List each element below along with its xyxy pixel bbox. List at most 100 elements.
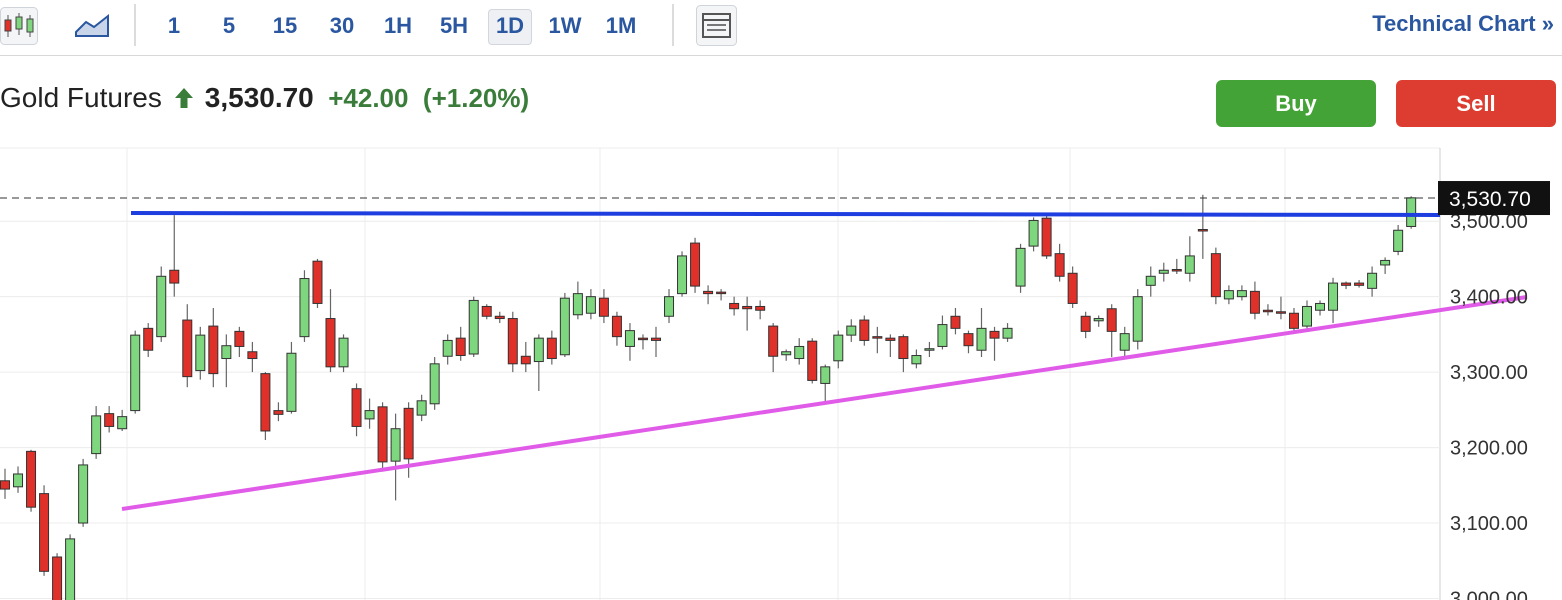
candle-body [104,413,115,427]
y-tick-label: 3,100.00 [1450,513,1528,535]
candle-body [637,337,648,341]
candle-body [781,351,792,356]
candle-body [624,330,635,347]
link-text[interactable]: Technical Chart [1372,11,1536,36]
candle-body [494,315,505,320]
candle-body [1015,247,1026,287]
price: 3,530.70 [204,82,314,113]
candle-body [247,351,258,360]
interval-button[interactable]: 30 [329,13,355,38]
support-line [121,295,1528,511]
candle-body [91,415,102,455]
interval-button[interactable]: 5H [439,13,469,38]
candle-body [794,345,805,360]
y-tick-label: 3,400.00 [1450,287,1528,309]
candle-body [533,337,544,363]
last-price-box [1438,181,1550,216]
technical-chart-link[interactable]: Technical Chart » [1372,11,1554,37]
candle-body [1132,296,1143,342]
interval-button[interactable]: 15 [272,13,298,38]
candle-body [1106,308,1117,332]
candle-body [1184,255,1195,274]
candle-body [1210,253,1221,298]
interval-button[interactable]: 1D [488,9,532,45]
table-icon[interactable] [696,5,738,47]
candle-body [1302,305,1312,327]
candle-body [1093,318,1104,322]
time-grid [126,148,1286,600]
candle-body [807,340,818,381]
candle-body [611,315,622,338]
candle-body [664,296,675,317]
candle-body [716,291,727,295]
candle-body [416,400,427,416]
candle-body [651,337,661,341]
candle-body [325,318,336,368]
interval-button[interactable]: 1 [167,13,181,38]
y-tick-label: 3,200.00 [1450,438,1528,460]
candle-body [963,333,974,347]
candle-body [1354,282,1365,286]
candle-body [143,327,154,351]
candle-body [1380,259,1391,266]
candle-body [364,410,375,420]
candle-body [429,363,440,405]
interval-button[interactable]: 1H [383,13,413,38]
candle-body [1328,282,1339,311]
candle-body [403,407,414,460]
up-arrow [175,88,194,108]
candle-body [924,348,935,351]
candle-body [1393,229,1404,252]
area-icon[interactable] [74,10,112,40]
interval-button[interactable]: 5 [222,13,236,38]
candle-body [820,366,831,384]
link-arrow[interactable]: » [1541,11,1554,36]
candle-body [950,315,961,329]
candle-body [1275,311,1286,314]
candle-body [39,493,50,572]
candle-body [1315,302,1326,311]
y-tick-label: 3,500.00 [1450,211,1528,233]
candle-body [390,428,401,462]
candle-body [195,334,206,372]
interval-button[interactable]: 1M [605,13,637,38]
candle-body [1145,275,1156,286]
candle-body [559,297,570,356]
interval-button[interactable]: 1W [548,13,582,38]
buy-button[interactable]: Buy [1216,80,1376,127]
candle-body [976,327,987,351]
candle-body [585,296,596,314]
change-percent: (+1.20%) [422,83,530,113]
change: +42.00 [328,83,409,113]
candle-body [338,337,349,368]
candle-body [729,302,740,310]
candle-body [221,345,232,360]
candle-body [117,416,128,430]
candle-body [1288,312,1299,329]
candle-body [1236,290,1247,298]
candle-body [260,373,271,432]
candle-body [989,330,1000,339]
candle-body [182,319,193,378]
y-tick-label: 3,300.00 [1450,362,1528,384]
candle-body [846,325,857,336]
candle-body [898,336,909,360]
candle-body [1002,327,1013,339]
instrument-name: Gold Futures [0,82,162,113]
candle-body [156,275,167,338]
candle-body [455,337,466,357]
candle-icon[interactable] [0,5,40,47]
candle-body [833,334,844,362]
candle-body [481,305,492,317]
candle-body [1119,333,1130,351]
sell-button[interactable]: Sell [1396,80,1556,127]
candle-body [703,290,714,295]
candle-body [572,293,583,316]
candle-body [1080,315,1091,332]
candle-body [52,556,63,600]
candle-body [1197,228,1208,232]
candle-body [1406,197,1417,227]
candle-body [130,334,141,412]
